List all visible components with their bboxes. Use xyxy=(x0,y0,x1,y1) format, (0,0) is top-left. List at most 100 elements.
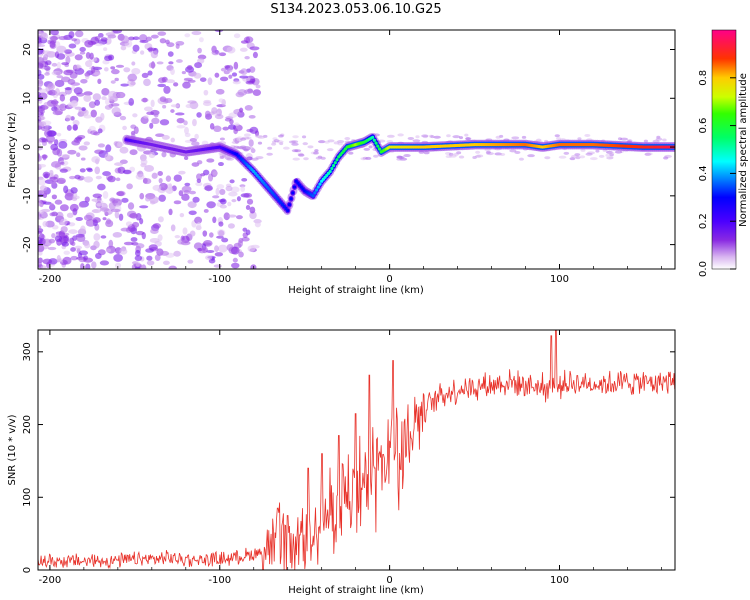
colorbar-ticks: 0.0 0.2 0.4 0.6 0.8 xyxy=(698,70,736,277)
noise-blob xyxy=(100,235,107,239)
noise-blob xyxy=(194,62,203,69)
noise-blob xyxy=(283,146,290,150)
noise-blob xyxy=(38,37,42,44)
noise-blob xyxy=(187,100,197,104)
noise-blob xyxy=(84,242,91,249)
noise-blob xyxy=(49,179,57,185)
noise-blob xyxy=(230,246,240,255)
noise-blob xyxy=(202,230,208,237)
noise-blob xyxy=(231,262,240,269)
noise-blob xyxy=(209,122,215,130)
noise-blob xyxy=(105,144,112,153)
noise-blob xyxy=(79,46,86,52)
noise-blob xyxy=(219,204,227,209)
noise-blob xyxy=(218,230,225,237)
noise-blob xyxy=(521,135,527,139)
noise-blob xyxy=(104,67,109,72)
colorbar-tick-label: 0.4 xyxy=(698,165,709,181)
noise-blob xyxy=(607,151,615,155)
noise-blob xyxy=(90,109,97,118)
noise-blob xyxy=(152,223,161,229)
noise-blob xyxy=(170,137,176,143)
noise-blob xyxy=(182,227,188,235)
noise-blob xyxy=(248,114,256,119)
noise-blob xyxy=(212,171,218,176)
noise-blob xyxy=(243,133,251,137)
noise-blob xyxy=(233,145,240,149)
noise-blob xyxy=(49,212,56,217)
noise-blob xyxy=(166,79,176,84)
noise-blob xyxy=(229,179,235,184)
noise-blob xyxy=(38,236,43,244)
noise-blob xyxy=(184,156,189,161)
noise-blob xyxy=(250,157,259,161)
noise-blob xyxy=(224,65,231,69)
noise-blob xyxy=(61,62,69,66)
noise-blob xyxy=(60,76,71,83)
noise-blob xyxy=(244,105,253,111)
noise-blob xyxy=(38,115,46,121)
snr-series-line xyxy=(38,330,675,570)
noise-blob xyxy=(38,62,44,69)
noise-blob xyxy=(206,158,215,163)
noise-blob xyxy=(104,98,110,106)
noise-blob xyxy=(240,40,249,44)
noise-blob xyxy=(527,154,535,158)
noise-blob xyxy=(46,130,57,137)
noise-blob xyxy=(220,67,227,72)
noise-blob xyxy=(94,149,104,154)
ridge-core xyxy=(374,141,378,145)
noise-blob xyxy=(157,234,163,242)
noise-blob xyxy=(60,154,71,158)
noise-blob xyxy=(130,213,138,219)
noise-blob xyxy=(157,171,163,176)
noise-blob xyxy=(219,76,229,82)
noise-blob xyxy=(63,185,69,194)
noise-blob xyxy=(230,186,240,193)
noise-blob xyxy=(278,134,284,138)
noise-blob xyxy=(69,203,79,212)
noise-blob xyxy=(69,175,76,180)
noise-blob xyxy=(129,149,138,156)
noise-blob xyxy=(227,223,235,229)
noise-blob xyxy=(140,264,147,269)
noise-blob xyxy=(207,77,213,86)
ridge-core xyxy=(330,166,334,171)
noise-blob xyxy=(186,64,193,71)
noise-blob xyxy=(94,99,101,106)
noise-blob xyxy=(173,82,179,87)
noise-blob xyxy=(189,230,196,237)
x-tick-label: -200 xyxy=(39,274,62,285)
noise-blob xyxy=(99,260,110,266)
noise-blob xyxy=(91,198,101,202)
noise-blob xyxy=(139,218,144,225)
bottom-y-axis-label: SNR (10 * v/v) xyxy=(7,414,18,485)
noise-blob xyxy=(204,185,213,192)
noise-blob xyxy=(655,137,663,141)
noise-blob xyxy=(544,156,551,160)
noise-blob xyxy=(185,104,193,109)
noise-blob xyxy=(135,249,141,257)
noise-blob xyxy=(247,245,256,252)
noise-blob xyxy=(159,250,170,256)
noise-blob xyxy=(249,206,256,214)
noise-blob xyxy=(146,47,157,51)
noise-blob xyxy=(92,217,101,224)
noise-blob xyxy=(147,70,153,76)
noise-blob xyxy=(177,239,185,245)
noise-blob xyxy=(150,99,155,108)
noise-blob xyxy=(240,145,247,149)
noise-blob xyxy=(113,253,123,262)
noise-blob xyxy=(333,141,340,145)
ridge-core xyxy=(372,138,376,142)
noise-blob xyxy=(233,61,239,70)
noise-blob xyxy=(157,83,167,88)
noise-blob xyxy=(40,265,47,269)
noise-blob xyxy=(74,174,81,180)
noise-blob xyxy=(158,177,163,184)
noise-blob xyxy=(101,88,110,96)
noise-blob xyxy=(114,210,120,219)
noise-blob xyxy=(38,121,47,127)
ridge-core xyxy=(289,197,293,201)
colorbar-tick-label: 0.0 xyxy=(698,261,709,277)
